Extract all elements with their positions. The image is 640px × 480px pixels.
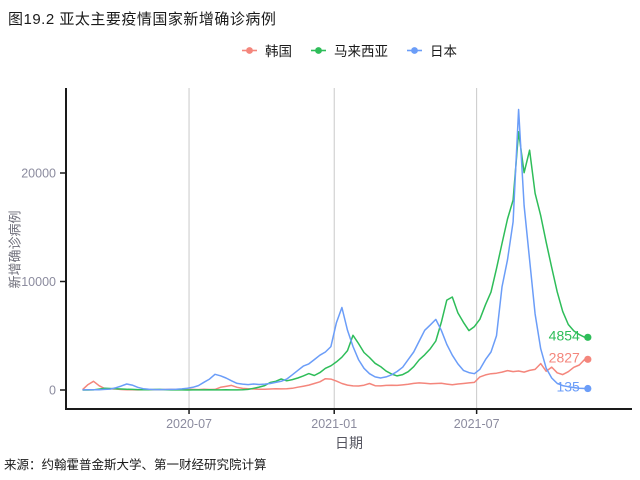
y-tick-label: 20000 <box>21 167 56 181</box>
x-tick-label: 2021-07 <box>454 417 500 431</box>
legend: 韩国 马来西亚 日本 <box>66 40 632 60</box>
x-tick-label: 2021-01 <box>311 417 357 431</box>
x-axis-title: 日期 <box>335 435 363 451</box>
malaysia-line-point-icon <box>311 46 326 54</box>
series-end-label-马来西亚: 4854 <box>549 327 580 343</box>
y-axis-title: 新增确诊病例 <box>7 210 23 289</box>
series-endpoint-日本 <box>584 384 592 393</box>
source-note: 来源：约翰霍普金斯大学、第一财经研究院计算 <box>4 458 267 472</box>
chart-title: 图19.2 亚太主要疫情国家新增确诊病例 <box>8 11 277 28</box>
series-endpoint-韩国 <box>584 355 592 363</box>
series-line-日本 <box>82 108 585 391</box>
legend-label-japan: 日本 <box>430 44 457 59</box>
series-end-label-日本: 135 <box>556 379 580 395</box>
japan-line-point-icon <box>407 46 422 54</box>
y-tick-label: 0 <box>49 384 56 398</box>
series-endpoint-马来西亚 <box>584 333 592 341</box>
korea-line-point-icon <box>242 46 257 54</box>
y-tick-label: 10000 <box>21 275 56 289</box>
series-line-马来西亚 <box>82 130 586 391</box>
legend-item-korea: 韩国 <box>241 40 292 60</box>
series-end-label-韩国: 2827 <box>549 349 580 365</box>
legend-item-japan: 日本 <box>406 40 457 60</box>
legend-item-malaysia: 马来西亚 <box>310 40 388 60</box>
legend-label-malaysia: 马来西亚 <box>334 44 388 59</box>
legend-label-korea: 韩国 <box>265 44 292 59</box>
x-tick-label: 2020-07 <box>166 417 212 431</box>
